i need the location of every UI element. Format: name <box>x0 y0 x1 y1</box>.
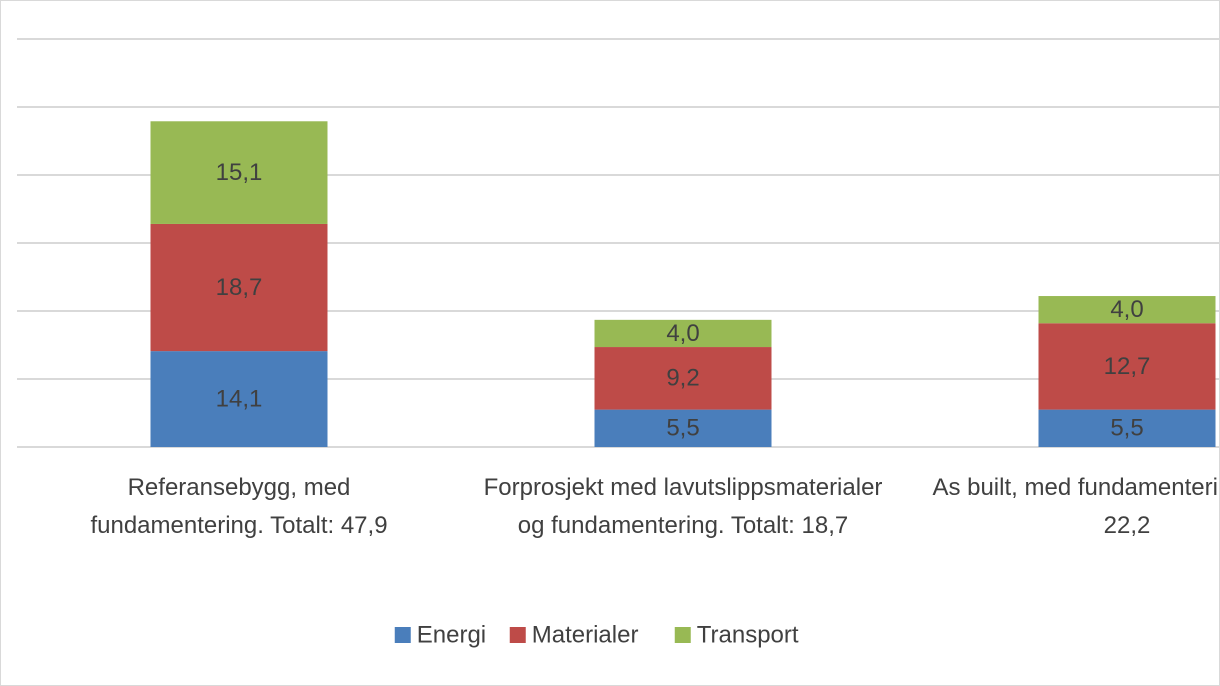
data-label: 5,5 <box>666 415 699 442</box>
bar-segment <box>1038 323 1216 410</box>
bar-segment <box>594 409 772 447</box>
data-label: 5,5 <box>1110 415 1143 442</box>
data-label: 14,1 <box>216 385 263 412</box>
bar-segment <box>1038 409 1216 447</box>
data-label: 9,2 <box>666 365 699 392</box>
bar-segment <box>150 223 328 352</box>
legend-swatch <box>394 627 411 643</box>
data-label: 4,0 <box>666 320 699 347</box>
bar-segment <box>150 121 328 224</box>
x-tick-label: As built, med fundamentering. Totalt: 22… <box>932 474 1219 539</box>
legend-label: Transport <box>697 621 799 648</box>
bar-segment <box>150 351 328 447</box>
x-tick-label: Forprosjekt med lavutslippsmaterialer og… <box>483 474 883 539</box>
data-label: 15,1 <box>216 159 263 186</box>
legend-swatch <box>674 627 691 643</box>
data-label: 12,7 <box>1104 353 1151 380</box>
bar-segment <box>594 347 772 410</box>
legend-label: Materialer <box>532 621 639 648</box>
data-label: 4,0 <box>1110 296 1143 323</box>
bar-segment <box>1038 296 1216 324</box>
legend-label: Energi <box>417 621 486 648</box>
x-tick-label: Referansebygg, med fundamentering. Total… <box>90 474 388 539</box>
bar-segment <box>594 319 772 348</box>
data-label: 18,7 <box>216 274 263 301</box>
legend-swatch <box>509 627 526 643</box>
